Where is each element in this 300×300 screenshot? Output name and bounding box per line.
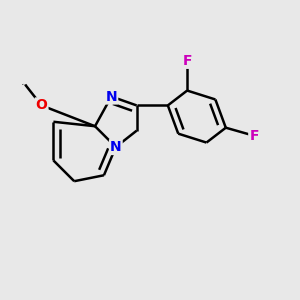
Text: N: N <box>106 89 117 103</box>
Text: methoxy: methoxy <box>22 84 28 85</box>
Text: N: N <box>110 140 122 154</box>
Text: F: F <box>249 129 259 143</box>
Text: F: F <box>182 54 192 68</box>
Text: O: O <box>36 98 47 112</box>
